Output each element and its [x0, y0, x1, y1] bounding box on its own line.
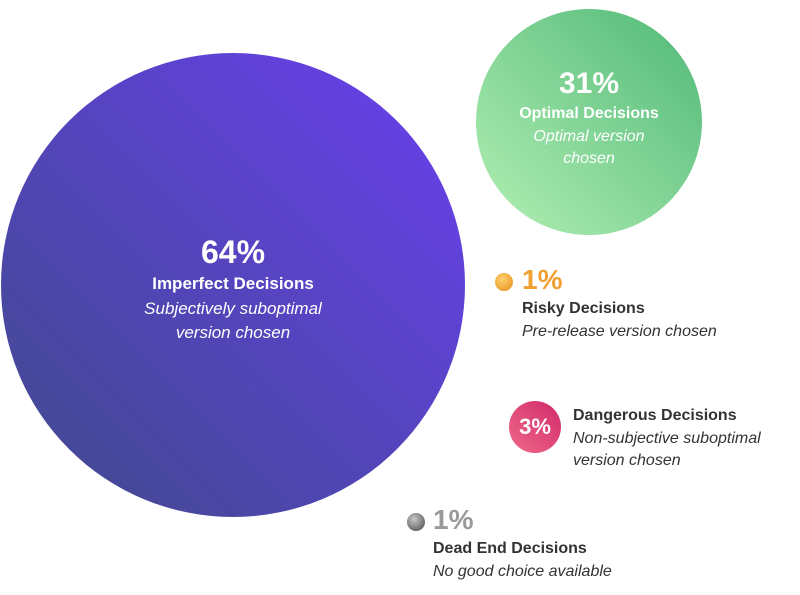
- desc-imperfect: Subjectively suboptimal version chosen: [144, 299, 322, 342]
- label-risky: 1% Risky Decisions Pre-release version c…: [522, 263, 792, 343]
- bubble-dead-end: [407, 513, 425, 531]
- name-imperfect: Imperfect Decisions: [152, 274, 314, 293]
- bubble-risky: [495, 273, 513, 291]
- name-optimal: Optimal Decisions: [519, 105, 659, 122]
- pct-dangerous-wrap: 3%: [509, 411, 561, 443]
- desc-optimal: Optimal version chosen: [533, 128, 645, 167]
- label-imperfect: 64% Imperfect Decisions Subjectively sub…: [83, 233, 383, 345]
- bubble-imperfect: [1, 53, 465, 517]
- name-dead-end: Dead End Decisions: [433, 540, 587, 557]
- pct-imperfect: 64%: [200, 234, 266, 270]
- bubble-optimal: [476, 9, 702, 235]
- label-dangerous: Dangerous Decisions Non-subjective subop…: [573, 404, 798, 472]
- label-dead-end: 1% Dead End Decisions No good choice ava…: [433, 503, 733, 583]
- desc-dangerous: Non-subjective suboptimal version chosen: [573, 430, 761, 469]
- desc-risky: Pre-release version chosen: [522, 323, 717, 340]
- label-optimal: 31% Optimal Decisions Optimal version ch…: [499, 66, 679, 170]
- pct-dead-end: 1%: [433, 504, 474, 535]
- pct-dangerous: 3%: [519, 414, 551, 439]
- name-risky: Risky Decisions: [522, 300, 645, 317]
- pct-risky: 1%: [522, 264, 563, 295]
- pct-optimal: 31%: [558, 67, 620, 100]
- name-dangerous: Dangerous Decisions: [573, 407, 737, 424]
- bubble-dangerous: [509, 401, 561, 453]
- desc-dead-end: No good choice available: [433, 563, 612, 580]
